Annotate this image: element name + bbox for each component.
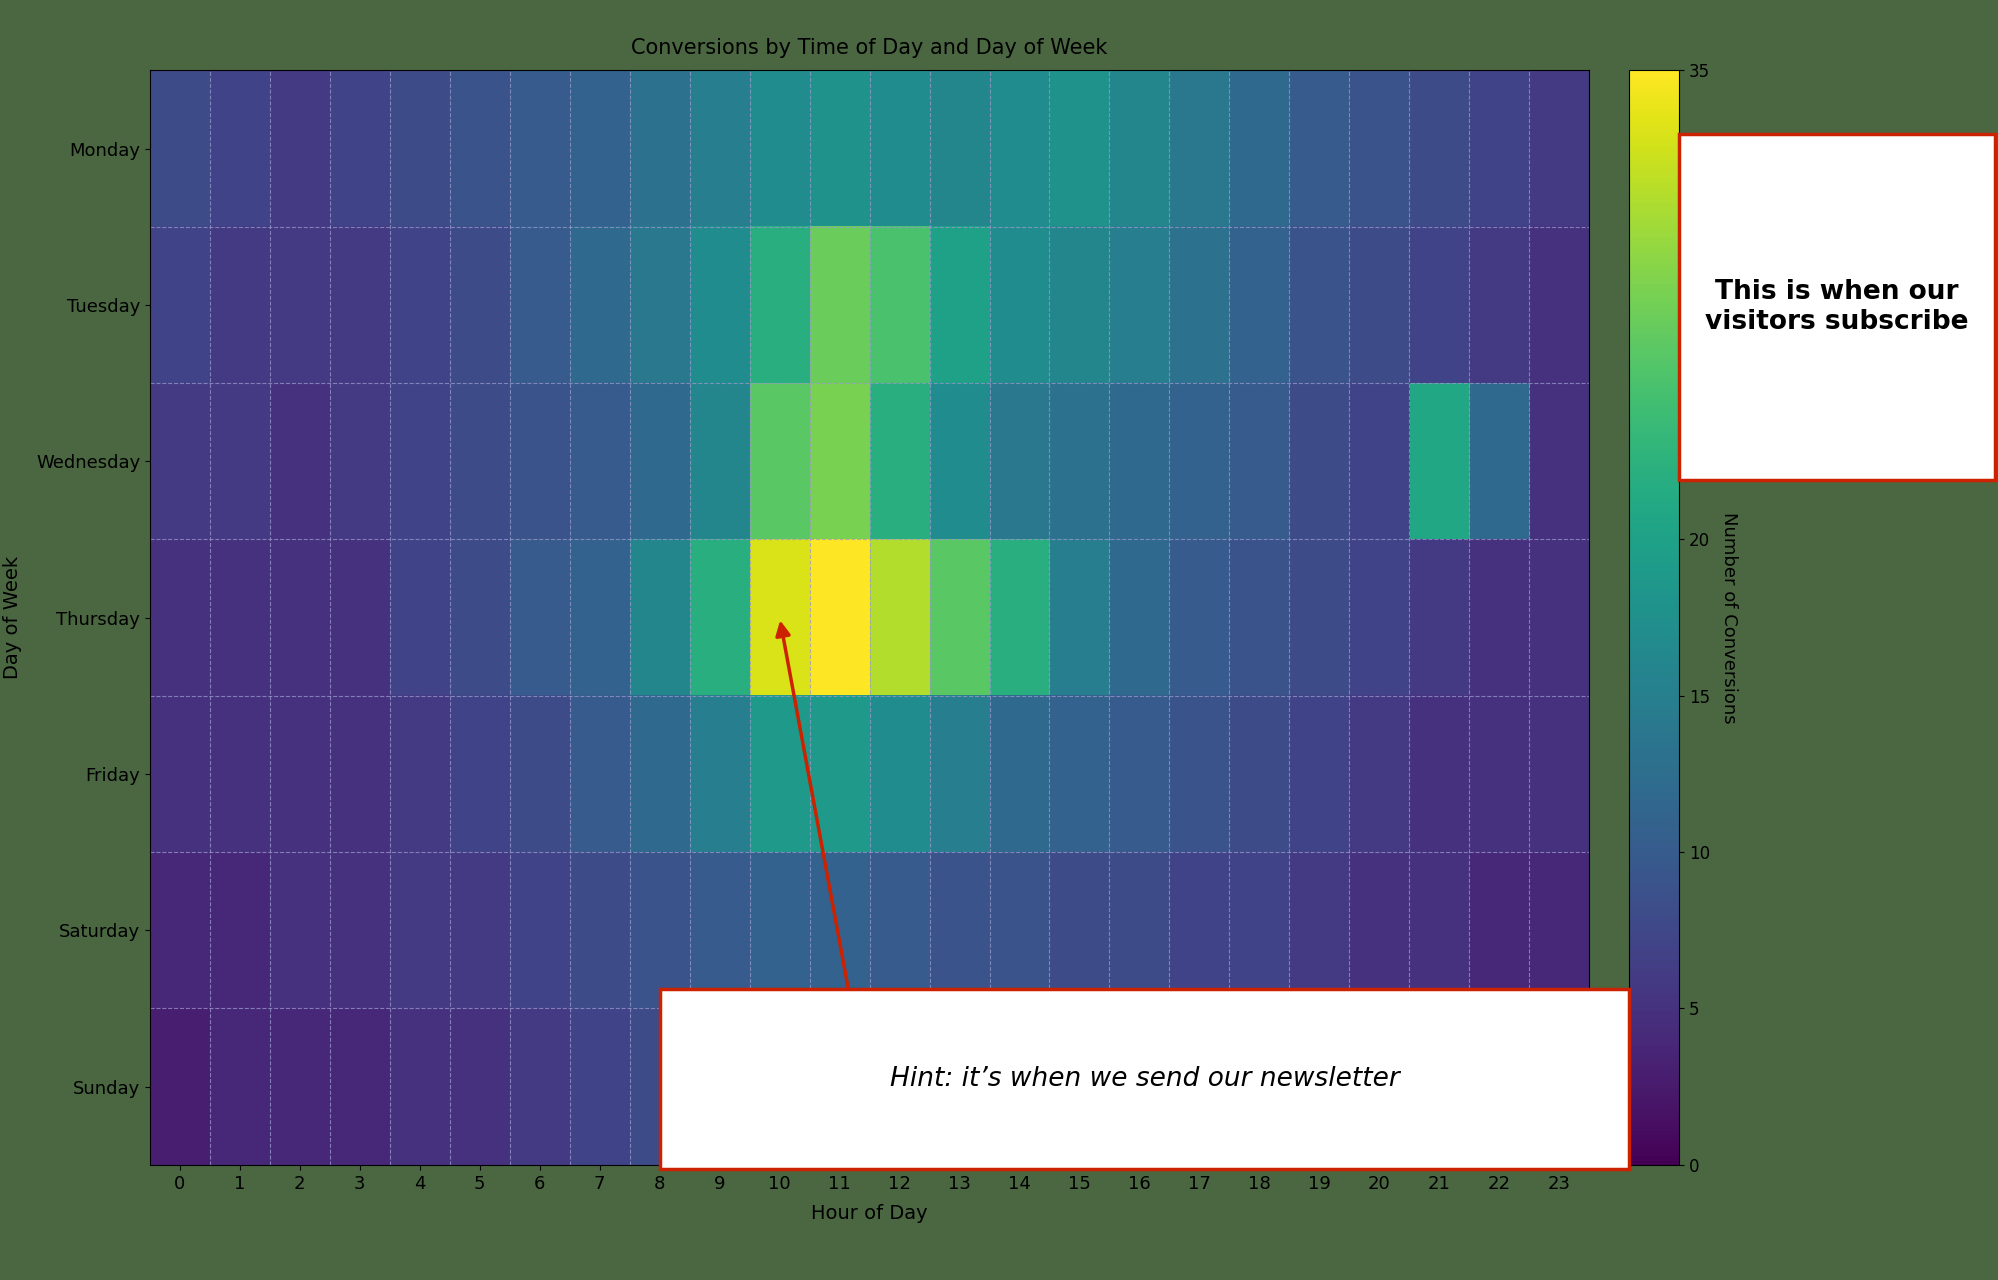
Title: Conversions by Time of Day and Day of Week: Conversions by Time of Day and Day of We… bbox=[631, 37, 1107, 58]
Y-axis label: Day of Week: Day of Week bbox=[4, 556, 22, 680]
X-axis label: Hour of Day: Hour of Day bbox=[811, 1203, 927, 1222]
Text: Hint: it’s when we send our newsletter: Hint: it’s when we send our newsletter bbox=[889, 1066, 1399, 1092]
Y-axis label: Number of Conversions: Number of Conversions bbox=[1718, 512, 1736, 723]
Text: This is when our
visitors subscribe: This is when our visitors subscribe bbox=[1704, 279, 1968, 335]
